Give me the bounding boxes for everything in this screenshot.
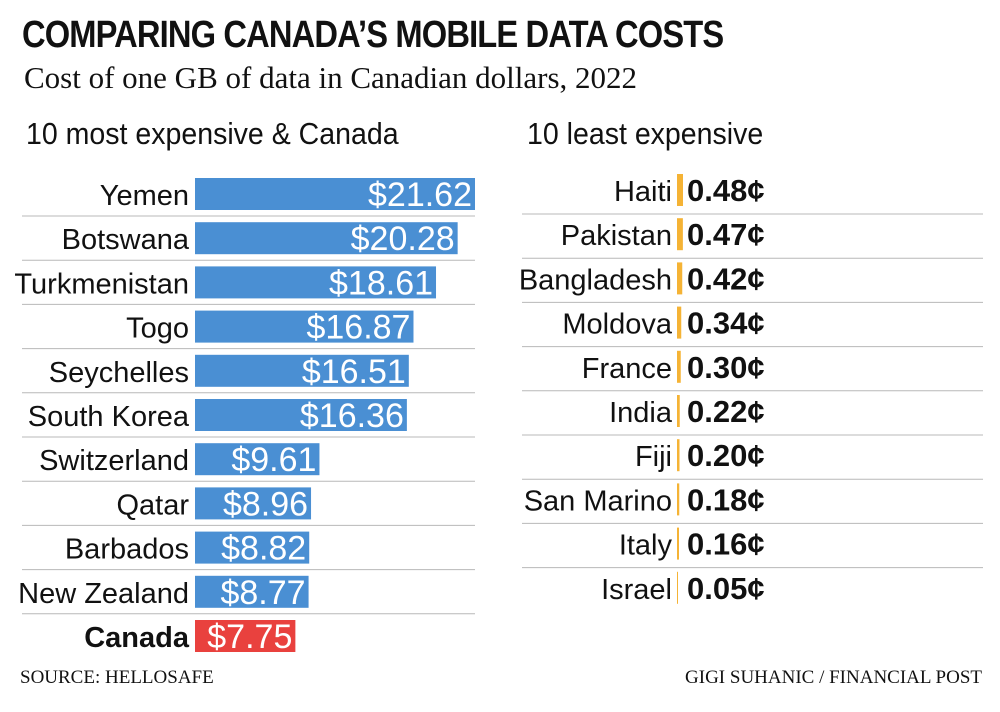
data-label: 0.22¢: [687, 394, 765, 429]
category-label: Seychelles: [49, 357, 189, 389]
data-label: $16.36: [300, 397, 404, 435]
bar: [195, 575, 309, 608]
data-label: 0.05¢: [687, 571, 765, 606]
data-label: 0.48¢: [687, 173, 765, 208]
credit-note: GIGI SUHANIC / FINANCIAL POST: [685, 667, 982, 688]
data-label: 0.20¢: [687, 438, 765, 473]
data-label: $7.75: [207, 618, 292, 656]
bar: [195, 178, 475, 210]
category-label: Botswana: [62, 224, 190, 256]
data-label: $16.87: [306, 309, 410, 347]
data-label: $9.61: [231, 441, 316, 479]
category-label: Haiti: [614, 176, 672, 208]
bar: [677, 439, 680, 472]
category-label: Yemen: [100, 180, 189, 212]
bar: [195, 443, 320, 476]
bar: [195, 310, 414, 343]
data-label: $8.96: [223, 485, 308, 523]
chart-title: COMPARING CANADA’S MOBILE DATA COSTS: [22, 14, 724, 56]
category-label: Barbados: [65, 534, 189, 566]
bar: [677, 571, 678, 604]
category-label: Switzerland: [39, 445, 189, 477]
bar: [195, 354, 409, 387]
category-label: Qatar: [116, 489, 189, 521]
bar: [677, 483, 680, 516]
bar: [677, 395, 680, 427]
category-label: Turkmenistan: [14, 268, 189, 300]
cheap-panel-title: 10 least expensive: [527, 116, 764, 151]
bar: [677, 262, 683, 295]
category-label: San Marino: [524, 485, 672, 517]
category-label: Pakistan: [561, 220, 672, 252]
data-label: $20.28: [351, 220, 455, 258]
cheap-bar-chart: Haiti 0.48¢ Pakistan 0.47¢ Bangladesh 0.42¢ Mo…: [519, 173, 983, 606]
bar: [195, 620, 296, 652]
data-label: 0.16¢: [687, 527, 765, 562]
bar: [677, 174, 683, 206]
expensive-bar-chart: Yemen $21.62 Botswana $20.28 Turkmenistan $18…: [14, 176, 475, 656]
source-note: SOURCE: HELLOSAFE: [20, 667, 214, 688]
chart-subtitle: Cost of one GB of data in Canadian dolla…: [24, 60, 638, 95]
category-label: Moldova: [562, 309, 672, 341]
bar: [677, 350, 681, 383]
data-label: 0.30¢: [687, 350, 765, 385]
data-label: 0.34¢: [687, 306, 765, 341]
category-label: Italy: [619, 530, 673, 562]
category-label: India: [609, 397, 673, 429]
category-label: New Zealand: [18, 578, 189, 610]
data-label: $21.62: [368, 176, 472, 214]
data-label: $8.82: [221, 530, 306, 568]
category-label: Israel: [601, 574, 672, 606]
category-label: Bangladesh: [519, 264, 672, 296]
expensive-panel-title: 10 most expensive & Canada: [26, 116, 399, 151]
data-label: 0.18¢: [687, 482, 765, 517]
bar: [677, 527, 679, 560]
bar: [677, 218, 683, 251]
bar: [195, 531, 310, 564]
category-label: Togo: [126, 313, 189, 345]
data-label: 0.42¢: [687, 261, 765, 296]
bar: [677, 306, 682, 339]
data-label: $8.77: [220, 574, 305, 612]
bar: [195, 222, 458, 255]
category-label: France: [582, 353, 672, 385]
bar: [195, 487, 312, 520]
data-label: $16.51: [302, 353, 406, 391]
category-label: Canada: [84, 622, 190, 654]
bar: [195, 399, 407, 431]
category-label: Fiji: [635, 441, 672, 473]
bar: [195, 266, 437, 299]
data-label: 0.47¢: [687, 217, 765, 252]
category-label: South Korea: [28, 401, 190, 433]
data-label: $18.61: [329, 264, 433, 302]
